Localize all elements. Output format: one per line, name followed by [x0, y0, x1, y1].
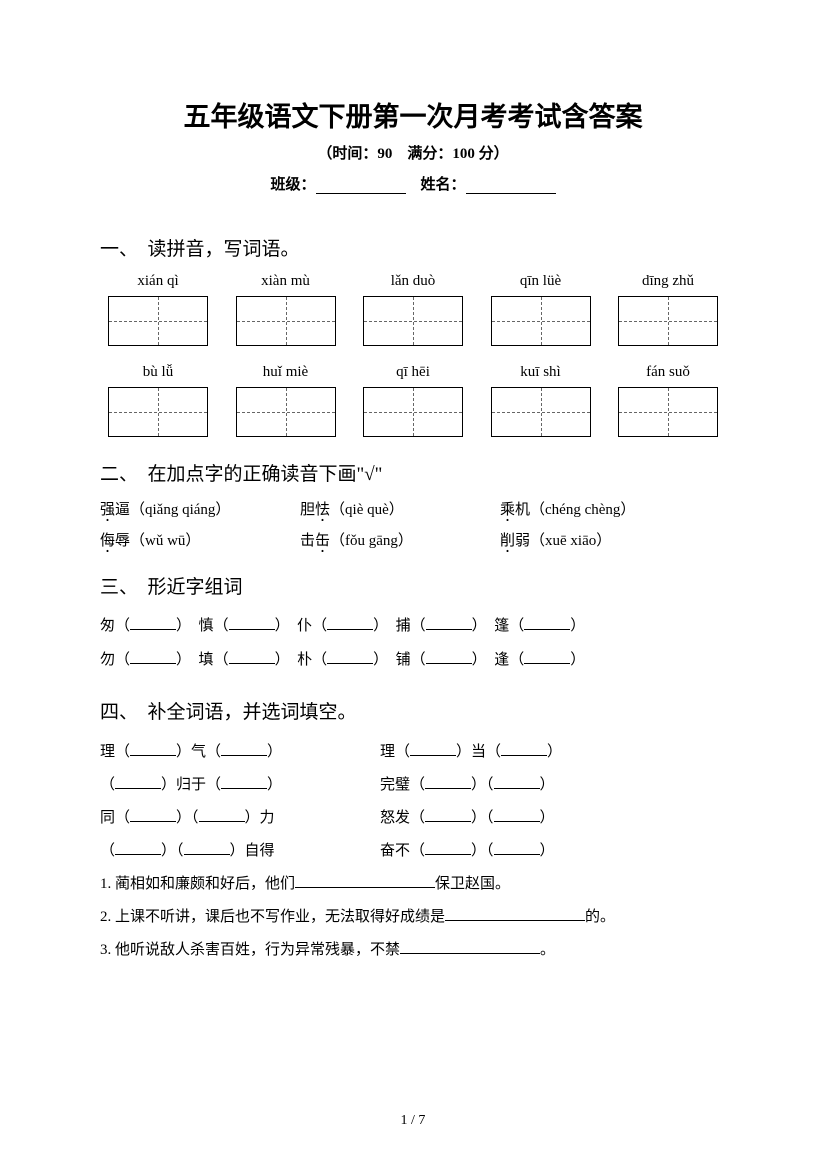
pinyin-item: huǐ miè	[236, 364, 336, 381]
blank[interactable]	[410, 742, 456, 756]
pinyin-row-1: xián qì xiàn mù lǎn duò qīn lüè dīng zhǔ	[100, 273, 726, 290]
word-group-line-1: 匆（） 慎（） 仆（） 捕（） 篷（）	[100, 611, 726, 641]
sentence: 3. 他听说敌人杀害百姓，行为异常残暴，不禁。	[100, 934, 726, 967]
class-label: 班级：	[270, 177, 315, 193]
name-blank[interactable]	[466, 178, 556, 194]
section4-row: （）归于（）完璧（）（）	[100, 769, 726, 802]
blank[interactable]	[130, 616, 176, 630]
section4-title: 四、 补全词语，并选词填空。	[100, 697, 726, 724]
blank[interactable]	[425, 775, 471, 789]
char-box[interactable]	[108, 387, 208, 437]
char-box[interactable]	[236, 387, 336, 437]
class-blank[interactable]	[316, 178, 406, 194]
char-box[interactable]	[618, 296, 718, 346]
blank[interactable]	[425, 841, 471, 855]
reading-item: 强逼（qiǎng qiáng）	[100, 498, 300, 519]
pinyin-item: dīng zhǔ	[618, 273, 718, 290]
pinyin-item: xiàn mù	[236, 273, 336, 290]
blank[interactable]	[221, 775, 267, 789]
phrase-right: 完璧（）（）	[380, 769, 726, 802]
char-box[interactable]	[618, 387, 718, 437]
long-blank[interactable]	[400, 940, 540, 954]
reading-item: 胆怯（qiè què）	[300, 498, 500, 519]
reading-row-2: 侮辱（wǔ wū） 击缶（fǒu gāng） 削弱（xuē xiāo）	[100, 529, 726, 550]
word-group-line-2: 勿（） 填（） 朴（） 铺（） 逢（）	[100, 645, 726, 675]
blank[interactable]	[221, 742, 267, 756]
phrase-left: （）（）自得	[100, 835, 380, 868]
sentence: 1. 蔺相如和廉颇和好后，他们保卫赵国。	[100, 868, 726, 901]
section3-title: 三、 形近字组词	[100, 572, 726, 599]
section4-row: 同（）（）力怒发（）（）	[100, 802, 726, 835]
pinyin-item: qīn lüè	[491, 273, 591, 290]
section1-title: 一、 读拼音，写词语。	[100, 234, 726, 261]
pinyin-item: qī hēi	[363, 364, 463, 381]
phrase-right: 怒发（）（）	[380, 802, 726, 835]
exam-title: 五年级语文下册第一次月考考试含答案	[100, 95, 726, 134]
blank[interactable]	[494, 808, 540, 822]
box-row-2	[100, 387, 726, 437]
section4-row: 理（）气（）理（）当（）	[100, 736, 726, 769]
blank[interactable]	[425, 808, 471, 822]
reading-row-1: 强逼（qiǎng qiáng） 胆怯（qiè què） 乘机（chéng chè…	[100, 498, 726, 519]
char-box[interactable]	[363, 387, 463, 437]
phrase-left: 理（）气（）	[100, 736, 380, 769]
name-label: 姓名：	[421, 177, 466, 193]
blank[interactable]	[524, 650, 570, 664]
blank[interactable]	[184, 841, 230, 855]
phrase-left: 同（）（）力	[100, 802, 380, 835]
pinyin-item: fán suǒ	[618, 364, 718, 381]
blank[interactable]	[426, 650, 472, 664]
blank[interactable]	[426, 616, 472, 630]
reading-item: 乘机（chéng chèng）	[500, 498, 700, 519]
blank[interactable]	[494, 775, 540, 789]
blank[interactable]	[501, 742, 547, 756]
blank[interactable]	[130, 650, 176, 664]
phrase-left: （）归于（）	[100, 769, 380, 802]
pinyin-item: kuī shì	[491, 364, 591, 381]
phrase-right: 理（）当（）	[380, 736, 726, 769]
reading-item: 削弱（xuē xiāo）	[500, 529, 700, 550]
box-row-1	[100, 296, 726, 346]
pinyin-item: xián qì	[108, 273, 208, 290]
exam-subtitle: （时间：90 满分：100 分）	[100, 142, 726, 163]
char-box[interactable]	[491, 296, 591, 346]
blank[interactable]	[327, 650, 373, 664]
blank[interactable]	[327, 616, 373, 630]
section4-sentences: 1. 蔺相如和廉颇和好后，他们保卫赵国。2. 上课不听讲，课后也不写作业，无法取…	[100, 868, 726, 967]
blank[interactable]	[115, 841, 161, 855]
sentence: 2. 上课不听讲，课后也不写作业，无法取得好成绩是的。	[100, 901, 726, 934]
char-box[interactable]	[108, 296, 208, 346]
section4-pairs: 理（）气（）理（）当（）（）归于（）完璧（）（）同（）（）力怒发（）（）（）（）…	[100, 736, 726, 868]
reading-item: 侮辱（wǔ wū）	[100, 529, 300, 550]
pinyin-item: lǎn duò	[363, 273, 463, 290]
blank[interactable]	[115, 775, 161, 789]
blank[interactable]	[130, 742, 176, 756]
blank[interactable]	[524, 616, 570, 630]
char-box[interactable]	[236, 296, 336, 346]
pinyin-item: bù lǚ	[108, 364, 208, 381]
reading-item: 击缶（fǒu gāng）	[300, 529, 500, 550]
student-info: 班级： 姓名：	[100, 173, 726, 194]
long-blank[interactable]	[295, 874, 435, 888]
long-blank[interactable]	[445, 907, 585, 921]
char-box[interactable]	[491, 387, 591, 437]
phrase-right: 奋不（）（）	[380, 835, 726, 868]
section2-title: 二、 在加点字的正确读音下画"√"	[100, 459, 726, 486]
blank[interactable]	[229, 616, 275, 630]
blank[interactable]	[130, 808, 176, 822]
blank[interactable]	[494, 841, 540, 855]
blank[interactable]	[229, 650, 275, 664]
char-box[interactable]	[363, 296, 463, 346]
blank[interactable]	[199, 808, 245, 822]
section4-row: （）（）自得奋不（）（）	[100, 835, 726, 868]
page-number: 1 / 7	[0, 1113, 826, 1129]
pinyin-row-2: bù lǚ huǐ miè qī hēi kuī shì fán suǒ	[100, 364, 726, 381]
